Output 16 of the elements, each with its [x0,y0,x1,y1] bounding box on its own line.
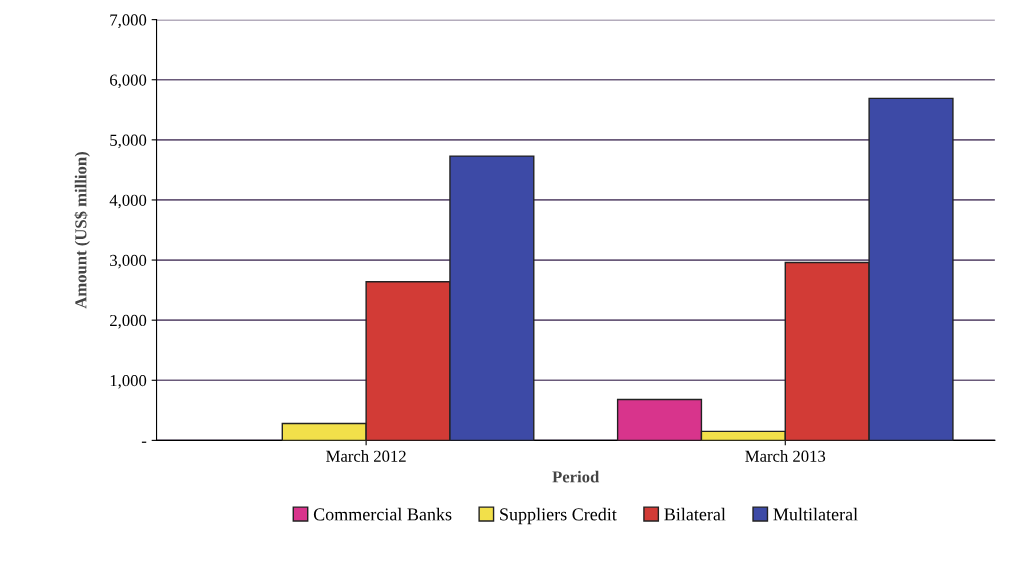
x-tick-label: March 2012 [326,450,406,462]
legend-label: Multilateral [773,507,858,521]
y-tick-label: 5,000 [110,134,147,149]
y-tick-label: 4,000 [109,194,147,209]
y-tick-label: - [141,441,147,443]
y-tick-label: 7,000 [110,14,147,28]
y-tick-label: 1,000 [110,374,147,389]
y-tick-label: 2,000 [110,314,147,329]
x-axis-title: Period [552,470,600,483]
x-tick-label: March 2013 [745,450,826,462]
y-axis-title: Amount (US$ million) [74,152,90,309]
legend-label: Suppliers Credit [500,507,617,525]
y-tick-label: 6,000 [110,74,147,89]
legend-label: Commercial Banks [313,507,452,521]
legend-label: Bilateral [664,507,726,521]
y-tick-label: 3,000 [110,254,147,269]
